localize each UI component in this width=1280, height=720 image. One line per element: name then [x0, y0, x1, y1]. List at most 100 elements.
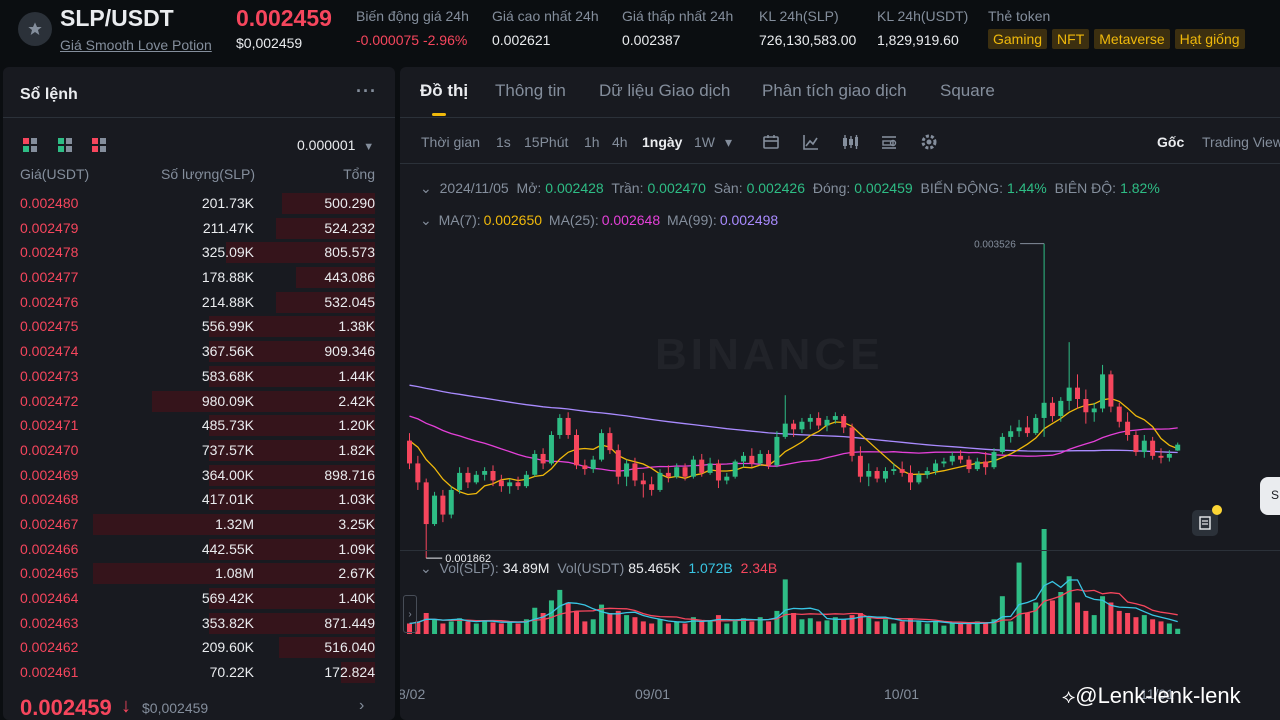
ask-row[interactable]: 0.002471 485.73K 1.20K	[3, 413, 395, 438]
ask-row[interactable]: 0.002463 353.82K 871.449	[3, 611, 395, 636]
candle-body	[1016, 427, 1022, 432]
calendar-icon[interactable]	[762, 133, 780, 151]
chevron-down-icon: ▼	[363, 141, 375, 153]
tag-nft[interactable]: NFT	[1052, 29, 1090, 49]
candle-body	[732, 461, 738, 477]
ask-row[interactable]: 0.002468 417.01K 1.03K	[3, 487, 395, 512]
ask-price: 0.002471	[20, 417, 79, 434]
view-tradingview-button[interactable]: Trading View	[1202, 134, 1280, 150]
ask-row[interactable]: 0.002480 201.73K 500.290	[3, 191, 395, 216]
candlestick-chart[interactable]: 0.003526 0.001862	[400, 164, 1280, 720]
ask-row[interactable]: 0.002462 209.60K 516.040	[3, 635, 395, 660]
interval-1s[interactable]: 1s	[496, 134, 511, 150]
ask-row[interactable]: 0.002470 737.57K 1.82K	[3, 438, 395, 463]
candle-body	[448, 489, 454, 515]
chevron-right-icon[interactable]: ›	[359, 697, 365, 714]
candle-body	[490, 471, 496, 481]
candle-body	[882, 471, 888, 479]
tag-gaming[interactable]: Gaming	[988, 29, 1048, 49]
volume-bar	[1133, 617, 1139, 634]
stat-label: KL 24h(USDT)	[877, 8, 969, 24]
ask-row[interactable]: 0.002466 442.55K 1.09K	[3, 537, 395, 562]
indicator-icon[interactable]	[802, 133, 820, 151]
candle-body	[766, 453, 772, 466]
candlestick-type-icon[interactable]	[841, 133, 859, 151]
ask-total: 2.67K	[338, 565, 375, 582]
ask-row[interactable]: 0.002472 980.09K 2.42K	[3, 389, 395, 414]
tab-trade-analysis[interactable]: Phân tích giao dịch	[762, 81, 907, 100]
volume-bar	[599, 604, 605, 634]
volume-bar	[891, 623, 897, 634]
ask-row[interactable]: 0.002464 569.42K 1.40K	[3, 586, 395, 611]
vol-slp-value: 34.89M	[502, 560, 550, 576]
chevron-right-icon[interactable]: ›	[403, 595, 417, 633]
ask-row[interactable]: 0.002469 364.00K 898.716	[3, 463, 395, 488]
tag-seed[interactable]: Hạt giống	[1174, 29, 1245, 49]
favorite-button[interactable]	[18, 12, 52, 46]
candle-body	[999, 436, 1005, 453]
layout-settings-icon[interactable]	[880, 133, 898, 151]
ask-row[interactable]: 0.002478 325.09K 805.573	[3, 240, 395, 265]
volume-bar	[882, 619, 888, 634]
volume-bar	[1166, 623, 1172, 634]
tab-trading-data[interactable]: Dữ liệu Giao dịch	[599, 81, 731, 100]
order-book-more-button[interactable]: ···	[356, 81, 377, 101]
view-original-button[interactable]: Gốc	[1157, 134, 1185, 150]
ask-qty: 353.82K	[201, 614, 254, 631]
stat-value: -0.000075 -2.96%	[356, 32, 468, 48]
col-header-total: Tổng	[343, 166, 375, 182]
candle-body	[590, 459, 596, 470]
close-value: 0.002459	[854, 180, 913, 196]
gear-icon[interactable]	[920, 133, 938, 151]
interval-4h[interactable]: 4h	[612, 134, 628, 150]
candle-body	[1041, 402, 1047, 418]
bids-only-view-icon[interactable]	[58, 138, 72, 152]
interval-1h[interactable]: 1h	[584, 134, 600, 150]
asks-only-view-icon[interactable]	[92, 138, 106, 152]
volume-bar	[866, 617, 872, 634]
volume-bar	[749, 621, 755, 634]
depth-bar	[93, 563, 375, 585]
ask-row[interactable]: 0.002467 1.32M 3.25K	[3, 512, 395, 537]
high-label: Trần:	[611, 180, 644, 196]
ask-row[interactable]: 0.002479 211.47K 524.232	[3, 216, 395, 241]
volume-ma2-line	[409, 588, 1178, 625]
both-sides-view-icon[interactable]	[23, 138, 37, 152]
ask-row[interactable]: 0.002474 367.56K 909.346	[3, 339, 395, 364]
high-value: 0.002470	[647, 180, 706, 196]
volume-bar	[1141, 615, 1147, 634]
ask-row[interactable]: 0.002476 214.88K 532.045	[3, 290, 395, 315]
volume-bar	[1049, 600, 1055, 634]
ask-row[interactable]: 0.002465 1.08M 2.67K	[3, 561, 395, 586]
ask-row[interactable]: 0.002461 70.22K 172.824	[3, 660, 395, 685]
collapse-icon[interactable]: ⌄	[420, 180, 432, 196]
candle-body	[1150, 440, 1156, 456]
candle-body	[1100, 374, 1106, 409]
tab-chart[interactable]: Đồ thị	[420, 81, 469, 100]
tab-square[interactable]: Square	[940, 81, 995, 100]
x-tick-label: 09/01	[635, 686, 671, 702]
candle-body	[1075, 387, 1080, 399]
candle-body	[1158, 455, 1164, 458]
collapse-icon[interactable]: ⌄	[420, 212, 432, 228]
stat-label: Biến động giá 24h	[356, 8, 469, 24]
ask-row[interactable]: 0.002475 556.99K 1.38K	[3, 314, 395, 339]
volume-bar	[624, 615, 630, 634]
collapse-icon[interactable]: ⌄	[420, 560, 432, 576]
candle-body	[899, 469, 905, 473]
annotation-button[interactable]	[1192, 510, 1218, 536]
volume-bar	[782, 579, 788, 634]
notification-dot	[1212, 505, 1222, 515]
tab-info[interactable]: Thông tin	[495, 81, 566, 100]
interval-dropdown-icon[interactable]: ▾	[725, 134, 733, 150]
side-panel-toggle[interactable]: S	[1260, 477, 1280, 515]
interval-1d[interactable]: 1ngày	[642, 134, 683, 150]
tick-size-select[interactable]: 0.000001 ▼	[297, 137, 374, 153]
pair-full-name-link[interactable]: Giá Smooth Love Potion	[60, 37, 212, 53]
volume-bar	[849, 615, 855, 634]
ask-row[interactable]: 0.002473 583.68K 1.44K	[3, 364, 395, 389]
interval-1w[interactable]: 1W	[694, 134, 715, 150]
interval-15m[interactable]: 15Phút	[524, 134, 569, 150]
tag-metaverse[interactable]: Metaverse	[1094, 29, 1170, 49]
ask-row[interactable]: 0.002477 178.88K 443.086	[3, 265, 395, 290]
